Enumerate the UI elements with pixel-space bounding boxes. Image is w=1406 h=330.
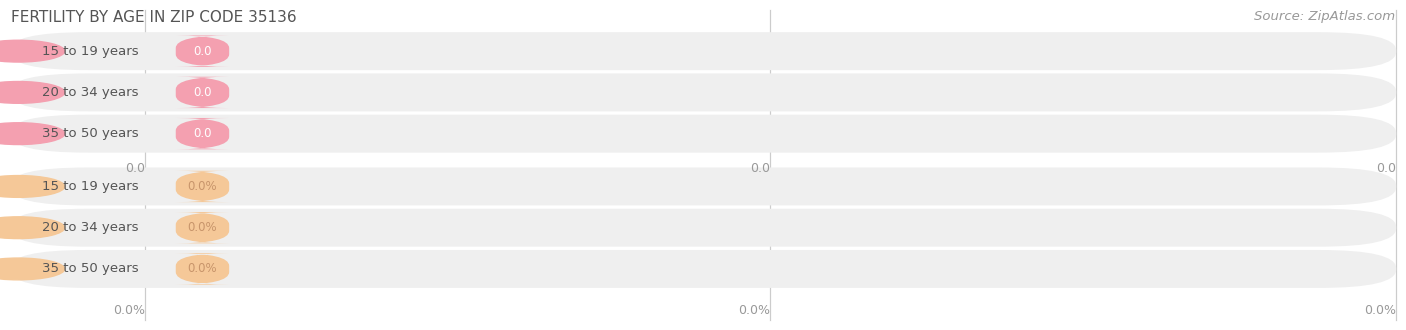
Circle shape — [0, 82, 65, 103]
Circle shape — [0, 176, 65, 197]
Text: 15 to 19 years: 15 to 19 years — [42, 180, 139, 193]
Text: 20 to 34 years: 20 to 34 years — [42, 86, 139, 99]
FancyBboxPatch shape — [176, 77, 229, 108]
Text: 0.0: 0.0 — [1376, 162, 1396, 175]
Text: 35 to 50 years: 35 to 50 years — [42, 262, 139, 276]
Text: 0.0: 0.0 — [193, 127, 212, 140]
Text: 0.0%: 0.0% — [187, 180, 218, 193]
Text: Source: ZipAtlas.com: Source: ZipAtlas.com — [1254, 10, 1395, 23]
FancyBboxPatch shape — [10, 115, 1396, 152]
FancyBboxPatch shape — [10, 168, 1396, 205]
Text: 0.0%: 0.0% — [112, 304, 145, 316]
Text: 0.0: 0.0 — [751, 162, 770, 175]
Text: FERTILITY BY AGE IN ZIP CODE 35136: FERTILITY BY AGE IN ZIP CODE 35136 — [11, 10, 297, 25]
FancyBboxPatch shape — [10, 74, 1396, 112]
Circle shape — [0, 217, 65, 239]
Text: 20 to 34 years: 20 to 34 years — [42, 221, 139, 234]
Text: 0.0%: 0.0% — [1364, 304, 1396, 316]
FancyBboxPatch shape — [10, 32, 1396, 70]
FancyBboxPatch shape — [176, 253, 229, 284]
Text: 0.0%: 0.0% — [187, 221, 218, 234]
FancyBboxPatch shape — [176, 36, 229, 67]
Circle shape — [0, 123, 65, 145]
Text: 0.0%: 0.0% — [187, 262, 218, 276]
Circle shape — [0, 40, 65, 62]
Text: 0.0%: 0.0% — [738, 304, 770, 316]
Text: 35 to 50 years: 35 to 50 years — [42, 127, 139, 140]
Text: 0.0: 0.0 — [193, 45, 212, 58]
FancyBboxPatch shape — [176, 171, 229, 202]
FancyBboxPatch shape — [10, 209, 1396, 247]
FancyBboxPatch shape — [10, 250, 1396, 288]
FancyBboxPatch shape — [176, 118, 229, 149]
Circle shape — [0, 258, 65, 280]
Text: 0.0: 0.0 — [125, 162, 145, 175]
FancyBboxPatch shape — [176, 212, 229, 244]
Text: 0.0: 0.0 — [193, 86, 212, 99]
Text: 15 to 19 years: 15 to 19 years — [42, 45, 139, 58]
